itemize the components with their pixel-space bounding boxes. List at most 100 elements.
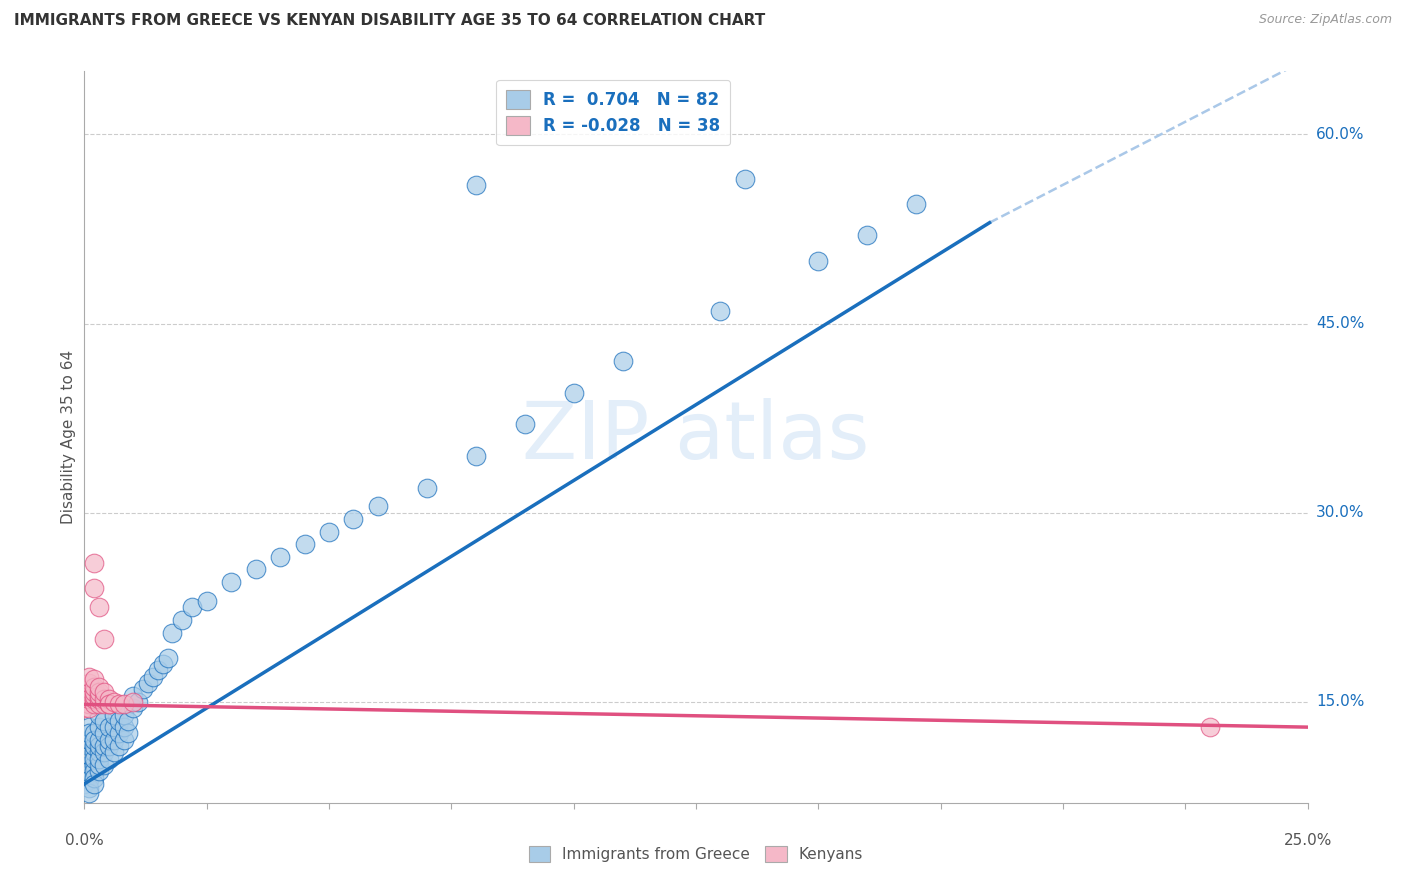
Point [73, 698, 96, 712]
Point [77, 698, 100, 712]
Point [77, 685, 100, 699]
Point [1198, 720, 1220, 734]
Point [97, 752, 120, 766]
Point [87, 689, 110, 703]
Point [77, 701, 100, 715]
Point [77, 780, 100, 795]
Point [93, 714, 115, 728]
Point [342, 512, 364, 526]
Point [117, 714, 139, 728]
Text: 45.0%: 45.0% [1316, 316, 1364, 331]
Point [172, 613, 194, 627]
Point [83, 680, 105, 694]
Point [83, 758, 105, 772]
Point [734, 171, 756, 186]
Point [245, 562, 267, 576]
Point [103, 720, 125, 734]
Point [93, 692, 115, 706]
Point [122, 695, 145, 709]
Point [73, 695, 96, 709]
Point [97, 732, 120, 747]
Point [464, 449, 486, 463]
Point [83, 692, 105, 706]
Point [856, 228, 879, 243]
Point [83, 777, 105, 791]
Point [73, 768, 96, 782]
Point [127, 695, 149, 709]
Point [367, 500, 389, 514]
Point [77, 676, 100, 690]
Text: ZIP atlas: ZIP atlas [522, 398, 870, 476]
Point [77, 764, 100, 779]
Point [103, 695, 125, 709]
Point [77, 726, 100, 740]
Point [77, 689, 100, 703]
Point [162, 625, 184, 640]
Point [103, 745, 125, 759]
Point [83, 752, 105, 766]
Point [87, 764, 110, 779]
Point [807, 253, 830, 268]
Point [77, 747, 100, 762]
Point [83, 732, 105, 747]
Point [93, 745, 115, 759]
Point [77, 773, 100, 788]
Point [93, 685, 115, 699]
Point [83, 698, 105, 712]
Point [77, 732, 100, 747]
Point [87, 680, 110, 694]
Point [93, 726, 115, 740]
Point [122, 689, 145, 703]
Point [181, 600, 204, 615]
Text: 0.0%: 0.0% [65, 833, 104, 848]
Point [103, 732, 125, 747]
Point [83, 672, 105, 686]
Point [83, 745, 105, 759]
Point [83, 582, 105, 596]
Point [107, 714, 129, 728]
Point [562, 386, 585, 401]
Point [83, 739, 105, 753]
Point [152, 657, 174, 671]
Point [87, 745, 110, 759]
Text: 25.0%: 25.0% [1284, 833, 1331, 848]
Point [294, 537, 316, 551]
Point [77, 786, 100, 800]
Point [107, 739, 129, 753]
Point [142, 670, 165, 684]
Point [97, 720, 120, 734]
Point [87, 739, 110, 753]
Point [513, 417, 536, 432]
Point [464, 178, 486, 192]
Point [132, 682, 155, 697]
Point [77, 692, 100, 706]
Point [87, 752, 110, 766]
Point [107, 726, 129, 740]
Point [83, 689, 105, 703]
Point [77, 670, 100, 684]
Point [612, 354, 634, 368]
Point [83, 556, 105, 570]
Point [77, 758, 100, 772]
Point [93, 632, 115, 646]
Point [905, 196, 928, 211]
Point [87, 685, 110, 699]
Text: 15.0%: 15.0% [1316, 694, 1364, 709]
Point [195, 594, 218, 608]
Point [97, 739, 120, 753]
Point [318, 524, 340, 539]
Point [112, 707, 135, 722]
Point [73, 689, 96, 703]
Point [87, 707, 110, 722]
Point [87, 600, 110, 615]
Point [112, 698, 135, 712]
Point [156, 650, 179, 665]
Text: 60.0%: 60.0% [1316, 127, 1364, 142]
Point [269, 549, 291, 564]
Point [77, 720, 100, 734]
Point [73, 701, 96, 715]
Point [146, 664, 169, 678]
Point [83, 764, 105, 779]
Point [83, 685, 105, 699]
Point [97, 692, 120, 706]
